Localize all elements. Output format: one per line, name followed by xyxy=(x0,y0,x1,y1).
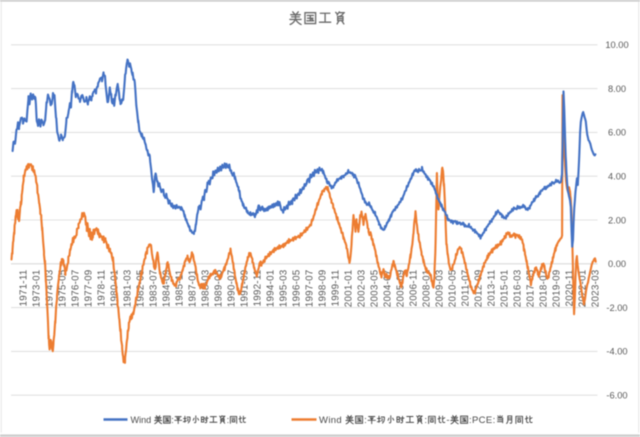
svg-text:2009-03: 2009-03 xyxy=(435,269,446,307)
svg-text:2003-05: 2003-05 xyxy=(370,269,381,307)
svg-text:1982-05: 1982-05 xyxy=(136,269,147,307)
svg-text:2012-09: 2012-09 xyxy=(474,270,485,308)
svg-text:6.00: 6.00 xyxy=(608,128,626,138)
svg-text:1997-07: 1997-07 xyxy=(305,270,316,308)
svg-text:2.00: 2.00 xyxy=(608,215,626,225)
svg-text::: : xyxy=(227,415,230,425)
svg-text::PCE:: :PCE: xyxy=(469,415,496,426)
svg-text:2008-01: 2008-01 xyxy=(422,270,433,308)
svg-text:2002-03: 2002-03 xyxy=(357,269,368,307)
svg-text:2017-05: 2017-05 xyxy=(526,269,537,307)
svg-text:1971-11: 1971-11 xyxy=(19,270,30,307)
svg-text:1985-11: 1985-11 xyxy=(175,270,186,307)
svg-text:2010-05: 2010-05 xyxy=(448,269,459,307)
svg-text:2023-03: 2023-03 xyxy=(591,269,602,307)
svg-text:-: - xyxy=(446,415,450,426)
svg-text::: : xyxy=(171,415,174,425)
svg-text:1988-03: 1988-03 xyxy=(201,269,212,307)
svg-text:1989-05: 1989-05 xyxy=(214,269,225,307)
svg-text:4.00: 4.00 xyxy=(608,172,626,182)
svg-text:-4.00: -4.00 xyxy=(606,347,627,357)
svg-text:-2.00: -2.00 xyxy=(606,303,627,313)
svg-text:-6.00: -6.00 xyxy=(606,391,627,401)
svg-text:1998-09: 1998-09 xyxy=(318,270,329,308)
svg-text:Wind: Wind xyxy=(131,415,152,425)
svg-text:1990-07: 1990-07 xyxy=(227,270,238,308)
svg-text:1983-07: 1983-07 xyxy=(149,270,160,308)
svg-text:0.00: 0.00 xyxy=(608,259,626,269)
svg-text:1991-09: 1991-09 xyxy=(240,270,251,308)
svg-text:8.00: 8.00 xyxy=(608,84,626,94)
svg-text:1981-03: 1981-03 xyxy=(123,269,134,307)
svg-text:1995-03: 1995-03 xyxy=(279,269,290,307)
svg-text:2004-07: 2004-07 xyxy=(383,270,394,308)
svg-text:2005-09: 2005-09 xyxy=(396,270,407,308)
svg-text::: : xyxy=(424,415,427,426)
svg-text:1987-01: 1987-01 xyxy=(188,270,199,308)
svg-text:2022-01: 2022-01 xyxy=(578,270,589,308)
svg-text:1976-07: 1976-07 xyxy=(71,270,82,308)
svg-text:Wind: Wind xyxy=(319,415,342,426)
svg-text:1977-09: 1977-09 xyxy=(84,270,95,308)
svg-text:1975-05: 1975-05 xyxy=(58,269,69,307)
svg-text:2015-01: 2015-01 xyxy=(500,270,511,308)
svg-text:2001-01: 2001-01 xyxy=(344,270,355,308)
svg-text:1973-01: 1973-01 xyxy=(32,270,43,308)
svg-text:2018-07: 2018-07 xyxy=(539,270,550,308)
svg-text:2019-09: 2019-09 xyxy=(552,270,563,308)
svg-text:2020-11: 2020-11 xyxy=(565,270,576,307)
svg-text:2016-03: 2016-03 xyxy=(513,269,524,307)
svg-text:1999-11: 1999-11 xyxy=(331,270,342,307)
svg-text:1992-11: 1992-11 xyxy=(253,270,264,307)
svg-text:10.00: 10.00 xyxy=(605,40,628,50)
svg-text:2013-11: 2013-11 xyxy=(487,270,498,307)
svg-text:1984-09: 1984-09 xyxy=(162,270,173,308)
svg-text:2011-07: 2011-07 xyxy=(461,270,472,307)
svg-text:1978-11: 1978-11 xyxy=(97,270,108,307)
svg-text::: : xyxy=(364,415,367,426)
svg-text:1996-05: 1996-05 xyxy=(292,269,303,307)
svg-text:2006-11: 2006-11 xyxy=(409,270,420,307)
svg-text:1994-01: 1994-01 xyxy=(266,270,277,308)
svg-text:1974-03: 1974-03 xyxy=(45,269,56,307)
